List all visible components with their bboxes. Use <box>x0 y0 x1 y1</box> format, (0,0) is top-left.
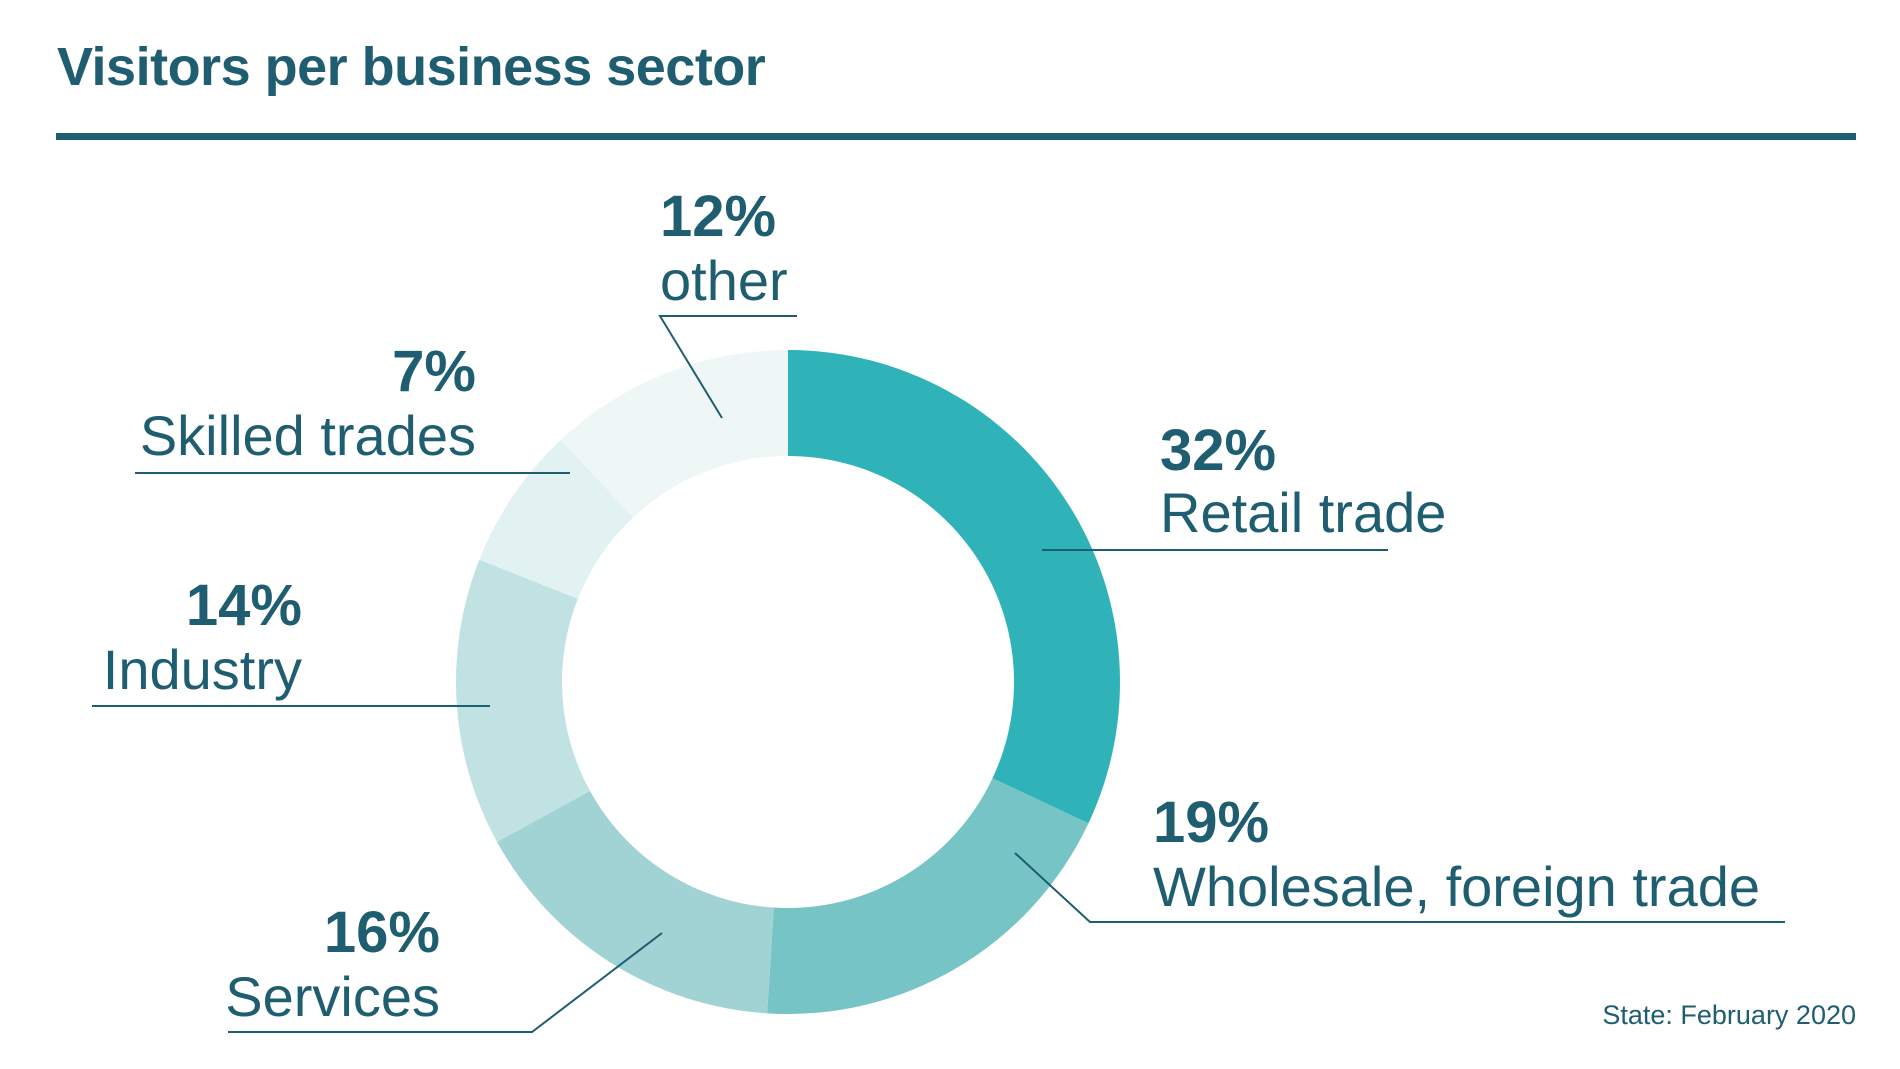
category-label-industry: Industry <box>103 638 302 701</box>
slice-other <box>560 350 788 518</box>
slice-industry <box>456 559 590 842</box>
category-label-services: Services <box>225 965 440 1028</box>
leader-line-services <box>228 932 663 1033</box>
value-label-skilled-trades: 7% <box>392 339 476 404</box>
value-label-retail-trade: 32% <box>1160 418 1276 483</box>
slice-retail-trade <box>788 350 1120 824</box>
footnote: State: February 2020 <box>1602 1000 1856 1030</box>
slice-services <box>497 790 774 1014</box>
category-label-skilled-trades: Skilled trades <box>140 404 476 467</box>
leader-line-other <box>658 315 797 419</box>
slice-skilled-trades <box>479 439 634 599</box>
value-label-wholesale-foreign-trade: 19% <box>1153 790 1269 855</box>
value-label-services: 16% <box>324 900 440 965</box>
value-label-industry: 14% <box>186 573 302 638</box>
category-label-other: other <box>660 249 788 312</box>
category-label-wholesale-foreign-trade: Wholesale, foreign trade <box>1153 855 1760 918</box>
title-divider <box>56 133 1856 140</box>
slice-wholesale-foreign-trade <box>767 778 1089 1014</box>
chart-title: Visitors per business sector <box>57 37 766 97</box>
value-label-other: 12% <box>660 184 776 249</box>
category-label-retail-trade: Retail trade <box>1160 481 1446 544</box>
leader-line-wholesale-foreign-trade <box>1014 852 1785 923</box>
